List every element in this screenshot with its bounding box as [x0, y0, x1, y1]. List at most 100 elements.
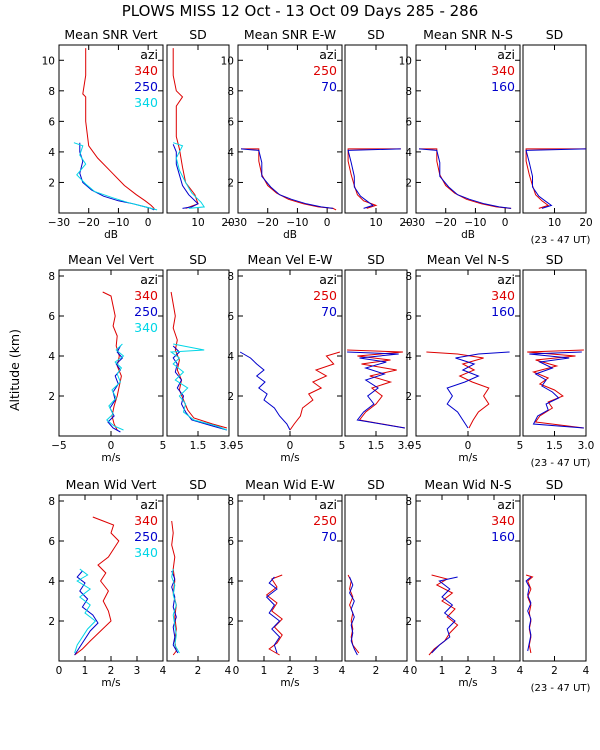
- panel-title: Mean SNR N-S: [423, 27, 513, 42]
- panels: Mean SNR Vert−30 −20 −10 0246810dBazi340250…: [42, 27, 595, 694]
- series-line-250: [172, 345, 228, 431]
- y-tick-label: 6: [405, 311, 412, 323]
- legend-head: azi: [319, 47, 337, 62]
- series-line-340: [106, 343, 125, 431]
- y-tick-label: 10: [221, 55, 234, 67]
- x-tick-label: 20: [579, 217, 592, 229]
- legend-head: azi: [140, 47, 158, 62]
- y-tick-label: 2: [227, 177, 234, 189]
- series-line-250: [241, 148, 337, 211]
- x-tick-label: 20: [221, 217, 234, 229]
- x-tick-label: 3: [491, 665, 498, 677]
- panel-wid-ew-sd: SD 2 4: [344, 477, 410, 677]
- panel-title: Mean SNR E-W: [244, 27, 336, 42]
- panel-snr-ns-sd: SD 10 20 (23 - 47 UT): [522, 27, 593, 246]
- y-tick-label: 2: [48, 391, 55, 403]
- y-tick-label: 4: [405, 147, 412, 159]
- y-tick-label: 8: [48, 496, 55, 508]
- x-tick-label: −30: [48, 217, 70, 229]
- panel-title: Mean Vel E-W: [247, 252, 332, 267]
- legend-entry: 340: [134, 320, 158, 335]
- y-tick-label: 6: [48, 116, 55, 128]
- legend-head: azi: [319, 497, 337, 512]
- y-tick-label: 2: [48, 177, 55, 189]
- panel-title: SD: [546, 27, 564, 42]
- x-tick-label: −20: [257, 217, 279, 229]
- x-tick-label: 4: [583, 665, 590, 677]
- x-tick-label: 2: [551, 665, 558, 677]
- y-tick-label: 6: [405, 116, 412, 128]
- legend-entry: 70: [321, 79, 337, 94]
- x-tick-label: 1.5: [546, 440, 563, 452]
- x-axis-label: m/s: [101, 452, 120, 464]
- panel-title: Mean SNR Vert: [64, 27, 157, 42]
- panel-title: Mean Vel N-S: [427, 252, 510, 267]
- x-tick-label: 0: [287, 440, 294, 452]
- series-line-340: [419, 148, 512, 209]
- series-line-340: [170, 291, 228, 429]
- y-tick-label: 6: [48, 311, 55, 323]
- series-line-250: [171, 570, 179, 654]
- legend-entry: 250: [313, 63, 337, 78]
- series-line-70: [265, 576, 281, 654]
- panel-vel-vert-sd: SD 1.5 3.0: [166, 252, 236, 452]
- series-line-340: [525, 148, 586, 209]
- legend-entry: 160: [491, 79, 515, 94]
- series-line-70: [347, 351, 405, 429]
- x-tick-label: 2: [108, 665, 115, 677]
- y-tick-label: 2: [227, 391, 234, 403]
- series-line-340: [74, 568, 97, 654]
- legend-entry: 160: [491, 529, 515, 544]
- x-tick-label: −20: [78, 217, 100, 229]
- legend-entry: 340: [134, 288, 158, 303]
- y-axis-label: Altitude (km): [7, 329, 22, 411]
- x-tick-label: 4: [160, 665, 167, 677]
- y-tick-label: 8: [48, 86, 55, 98]
- y-tick-label: 8: [227, 86, 234, 98]
- x-tick-label: 0: [411, 665, 418, 677]
- legend-entry: 340: [134, 545, 158, 560]
- panel-title: SD: [546, 477, 564, 492]
- x-tick-label: 5: [339, 440, 346, 452]
- panel-title: SD: [367, 252, 385, 267]
- x-tick-label: 5: [517, 440, 524, 452]
- y-tick-label: 6: [405, 536, 412, 548]
- panel-title: SD: [546, 252, 564, 267]
- series-line-250: [265, 574, 283, 656]
- y-tick-label: 8: [48, 271, 55, 283]
- legend-head: azi: [497, 47, 515, 62]
- x-tick-label: 10: [191, 217, 204, 229]
- y-tick-label: 6: [227, 116, 234, 128]
- panel-snr-vert: Mean SNR Vert−30 −20 −10 0246810dBazi340250…: [42, 27, 164, 241]
- y-tick-label: 10: [42, 55, 55, 67]
- x-tick-label: 0: [233, 665, 240, 677]
- series-line-160: [418, 148, 512, 209]
- series-line-340: [74, 516, 120, 656]
- y-tick-label: 4: [227, 576, 234, 588]
- legend-head: azi: [497, 497, 515, 512]
- series-line-250: [347, 148, 401, 209]
- panel-snr-ew-sd: SD 10 20: [344, 27, 413, 229]
- legend-entry: 340: [134, 95, 158, 110]
- x-tick-label: 3.0: [578, 440, 595, 452]
- y-tick-label: 4: [405, 576, 412, 588]
- series-line-250: [347, 349, 405, 429]
- series-line-250: [172, 144, 199, 209]
- y-tick-label: 6: [227, 536, 234, 548]
- panel-title: Mean Vel Vert: [68, 252, 154, 267]
- time-range-note: (23 - 47 UT): [531, 458, 591, 469]
- legend-entry: 250: [134, 304, 158, 319]
- x-tick-label: −5: [51, 440, 66, 452]
- x-tick-label: 3: [313, 665, 320, 677]
- series-line-340: [171, 568, 180, 654]
- x-tick-label: −10: [107, 217, 129, 229]
- x-axis-label: dB: [104, 229, 118, 241]
- y-tick-label: 8: [405, 271, 412, 283]
- x-axis-label: m/s: [458, 452, 477, 464]
- y-tick-label: 6: [48, 536, 55, 548]
- panel-frame: [344, 494, 408, 662]
- x-tick-label: 1.5: [190, 440, 207, 452]
- x-tick-label: −5: [228, 440, 243, 452]
